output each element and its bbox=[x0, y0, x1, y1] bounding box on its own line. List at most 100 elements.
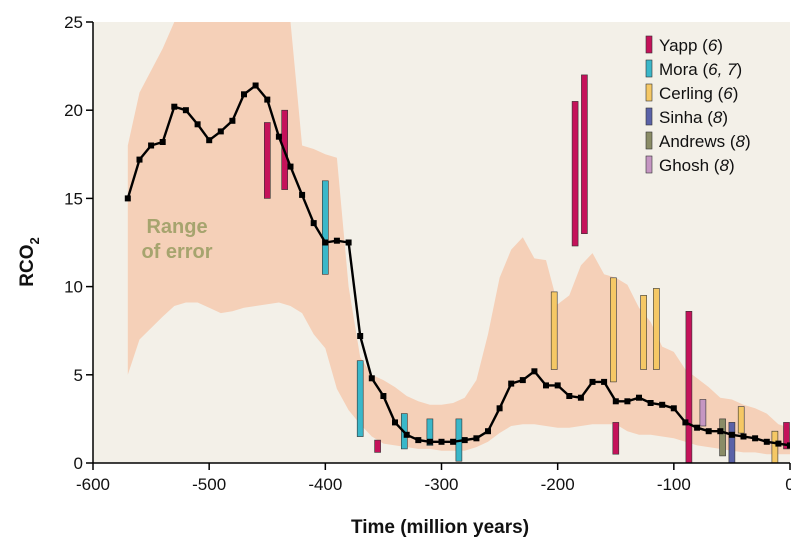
proxy-bar-yapp bbox=[581, 74, 588, 235]
series-point bbox=[531, 368, 538, 375]
proxy-bar-yapp bbox=[685, 310, 693, 463]
legend-ref: 8 bbox=[713, 108, 723, 127]
proxy-bar-cerling bbox=[737, 406, 745, 434]
series-point bbox=[217, 128, 224, 135]
x-axis-title: Time (million years) bbox=[351, 517, 529, 538]
legend-ref: 8 bbox=[719, 156, 729, 175]
series-point bbox=[392, 419, 398, 426]
proxy-bar-cerling bbox=[640, 295, 647, 370]
x-tick-label: -500 bbox=[192, 475, 226, 494]
series-point bbox=[159, 139, 166, 145]
y-tick-label: 15 bbox=[64, 189, 83, 208]
series-point bbox=[601, 378, 608, 385]
series-point bbox=[148, 142, 155, 149]
series-point bbox=[206, 137, 213, 144]
legend-name: Andrews ( bbox=[659, 132, 736, 151]
series-point bbox=[496, 405, 503, 412]
series-point bbox=[473, 435, 480, 442]
series-point bbox=[485, 428, 491, 435]
series-point bbox=[415, 437, 422, 444]
proxy-bar-cerling bbox=[550, 291, 558, 370]
series-point bbox=[612, 398, 619, 405]
series-point bbox=[357, 333, 364, 339]
y-axis-title-main: RCO bbox=[17, 245, 38, 287]
y-tick-label: 0 bbox=[74, 454, 83, 473]
legend-name: Mora ( bbox=[659, 60, 708, 79]
x-tick-label: -600 bbox=[76, 475, 110, 494]
legend-name: Sinha ( bbox=[659, 108, 713, 127]
series-point bbox=[275, 133, 282, 140]
legend-label-ghosh: Ghosh (8) bbox=[659, 156, 735, 175]
proxy-bar-sinha bbox=[728, 422, 736, 463]
legend-close: ) bbox=[733, 84, 739, 103]
y-tick-label: 10 bbox=[64, 278, 83, 297]
series-point bbox=[136, 156, 143, 163]
series-point bbox=[299, 191, 306, 198]
legend-swatch-cerling bbox=[645, 83, 653, 102]
legend: Yapp (6)Mora (6, 7)Cerling (6)Sinha (8)A… bbox=[645, 35, 751, 175]
x-tick-label: 0 bbox=[785, 475, 791, 494]
series-point bbox=[752, 435, 759, 442]
proxy-bar-yapp bbox=[783, 422, 790, 450]
series-point bbox=[543, 382, 549, 389]
legend-close: ) bbox=[745, 132, 751, 151]
series-point bbox=[508, 380, 515, 387]
proxy-bar-mora bbox=[356, 360, 364, 437]
range-of-error-label-line2: of error bbox=[141, 241, 212, 263]
series-point bbox=[368, 375, 375, 382]
series-point bbox=[461, 437, 468, 444]
legend-name: Yapp ( bbox=[659, 36, 708, 55]
series-point bbox=[787, 442, 790, 449]
series-point bbox=[624, 398, 631, 405]
series-point bbox=[345, 239, 352, 246]
y-tick-label: 5 bbox=[74, 366, 83, 385]
series-point bbox=[450, 438, 457, 445]
x-tick-label: -300 bbox=[424, 475, 458, 494]
series-point bbox=[124, 195, 131, 202]
series-point bbox=[171, 103, 178, 110]
y-axis-title: RCO2 bbox=[17, 237, 42, 286]
series-point bbox=[705, 428, 712, 435]
series-line bbox=[126, 83, 790, 447]
legend-ref: 6, 7 bbox=[708, 60, 737, 79]
proxy-bar-yapp bbox=[374, 439, 381, 453]
proxy-bar-cerling bbox=[771, 430, 779, 463]
y-tick-label: 20 bbox=[64, 101, 83, 120]
legend-label-sinha: Sinha (8) bbox=[659, 108, 728, 127]
legend-close: ) bbox=[717, 36, 723, 55]
y-tick-label: 25 bbox=[64, 13, 83, 32]
legend-label-andrews: Andrews (8) bbox=[659, 132, 751, 151]
proxy-bar-mora bbox=[321, 180, 329, 275]
legend-swatch-andrews bbox=[645, 131, 653, 150]
series-point bbox=[577, 394, 584, 401]
series-point bbox=[647, 400, 654, 406]
series-point bbox=[554, 382, 561, 389]
range-of-error-band bbox=[127, 22, 790, 455]
series-point bbox=[728, 431, 735, 438]
series-point bbox=[740, 433, 747, 440]
series-point bbox=[264, 96, 271, 103]
proxy-bar-ghosh bbox=[699, 399, 707, 427]
legend-name: Cerling ( bbox=[659, 84, 724, 103]
series-point bbox=[682, 419, 689, 426]
legend-ref: 6 bbox=[708, 36, 718, 55]
series-point bbox=[229, 117, 236, 124]
proxy-bar-cerling bbox=[610, 277, 617, 383]
legend-close: ) bbox=[729, 156, 735, 175]
series-point bbox=[194, 121, 201, 128]
series-point bbox=[182, 107, 189, 114]
series-point bbox=[380, 393, 387, 399]
legend-close: ) bbox=[722, 108, 728, 127]
proxy-bar-andrews bbox=[719, 418, 726, 457]
x-tick-label: -200 bbox=[541, 475, 575, 494]
series-point bbox=[763, 438, 770, 445]
legend-swatch-yapp bbox=[645, 35, 653, 54]
series-point bbox=[659, 401, 666, 408]
series-point bbox=[775, 440, 782, 447]
legend-label-yapp: Yapp (6) bbox=[659, 36, 723, 55]
legend-ref: 8 bbox=[736, 132, 746, 151]
series-point bbox=[589, 378, 596, 385]
legend-label-cerling: Cerling (6) bbox=[659, 84, 738, 103]
proxy-bar-mora bbox=[426, 418, 434, 446]
